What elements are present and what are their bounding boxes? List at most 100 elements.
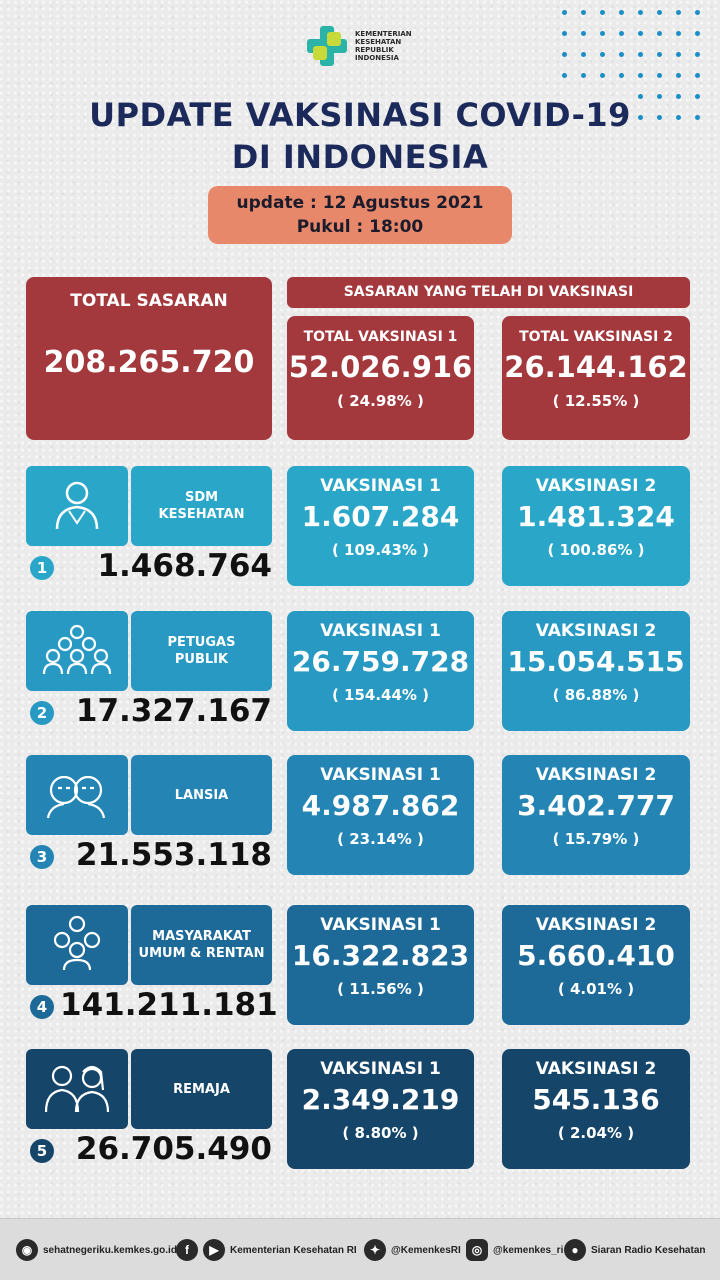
category-dose2-value: 545.136 (532, 1083, 660, 1116)
category-dose1-label: VAKSINASI 1 (320, 915, 441, 935)
update-date: update : 12 Agustus 2021 (236, 193, 484, 213)
category-label-line1: MASYARAKAT (152, 929, 251, 944)
category-dose2-card: VAKSINASI 2 3.402.777 ( 15.79% ) (502, 755, 690, 875)
decorative-dot (581, 10, 586, 15)
footer-radio[interactable]: ● Siaran Radio Kesehatan (564, 1239, 705, 1261)
instagram-icon: ◎ (466, 1239, 488, 1261)
category-label-line1: REMAJA (173, 1081, 230, 1097)
category-dose2-value: 5.660.410 (517, 939, 675, 972)
decorative-dot (600, 52, 605, 57)
total-dose2-pct: ( 12.55% ) (552, 392, 640, 410)
category-icon-box (26, 1049, 128, 1129)
decorative-dot (600, 73, 605, 78)
category-dose1-label: VAKSINASI 1 (320, 765, 441, 785)
category-icon (42, 1060, 112, 1118)
category-label-line2: KESEHATAN (158, 507, 245, 522)
globe-icon: ◉ (16, 1239, 38, 1261)
category-dose2-value: 3.402.777 (517, 789, 675, 822)
category-total: 21.553.118 (75, 837, 272, 873)
footer-website[interactable]: ◉ sehatnegeriku.kemkes.go.id (16, 1239, 177, 1261)
decorative-dot (676, 52, 681, 57)
category-number: 5 (30, 1139, 54, 1163)
category-dose1-pct: ( 154.44% ) (331, 686, 430, 704)
category-number: 2 (30, 701, 54, 725)
category-dose1-card: VAKSINASI 1 16.322.823 ( 11.56% ) (287, 905, 474, 1025)
kemenkes-logo: KEMENTERIAN KESEHATAN REPUBLIK INDONESIA (303, 22, 433, 72)
category-dose1-pct: ( 8.80% ) (342, 1124, 419, 1142)
total-dose1-card: TOTAL VAKSINASI 1 52.026.916 ( 24.98% ) (287, 316, 474, 440)
total-target-card: TOTAL SASARAN 208.265.720 (26, 277, 272, 440)
decorative-dot (600, 10, 605, 15)
category-dose1-value: 1.607.284 (301, 500, 460, 533)
decorative-dot (562, 31, 567, 36)
decorative-dot (638, 115, 643, 120)
category-dose2-card: VAKSINASI 2 15.054.515 ( 86.88% ) (502, 611, 690, 731)
category-dose2-pct: ( 2.04% ) (557, 1124, 635, 1142)
decorative-dot (695, 94, 700, 99)
decorative-dot (619, 31, 624, 36)
decorative-dot (581, 31, 586, 36)
total-dose2-value: 26.144.162 (504, 350, 688, 384)
total-dose1-value: 52.026.916 (288, 350, 473, 384)
category-dose2-label: VAKSINASI 2 (535, 476, 657, 496)
category-icon (40, 622, 114, 680)
footer: ◉ sehatnegeriku.kemkes.go.id f ▶ Kemente… (0, 1218, 720, 1280)
decorative-dot (695, 73, 700, 78)
footer-facebook-youtube[interactable]: f ▶ Kementerian Kesehatan RI (176, 1239, 357, 1261)
logo-text: KEMENTERIAN KESEHATAN REPUBLIK INDONESIA (355, 30, 412, 62)
decorative-dot (600, 31, 605, 36)
category-dose2-card: VAKSINASI 2 545.136 ( 2.04% ) (502, 1049, 690, 1169)
decorative-dot (562, 73, 567, 78)
decorative-dot (619, 10, 624, 15)
category-dose1-value: 2.349.219 (301, 1083, 460, 1116)
radio-icon: ● (564, 1239, 586, 1261)
category-dose1-pct: ( 23.14% ) (337, 830, 424, 848)
decorative-dot (638, 52, 643, 57)
category-dose2-label: VAKSINASI 2 (535, 915, 657, 935)
category-dose1-card: VAKSINASI 1 4.987.862 ( 23.14% ) (287, 755, 474, 875)
category-total: 141.211.181 (60, 987, 278, 1023)
category-icon-box (26, 755, 128, 835)
total-dose2-label: TOTAL VAKSINASI 2 (519, 329, 673, 345)
category-dose2-pct: ( 4.01% ) (557, 980, 635, 998)
total-target-label: TOTAL SASARAN (70, 291, 228, 311)
decorative-dot (657, 115, 662, 120)
category-label-line1: SDM (184, 490, 219, 505)
category-dose1-label: VAKSINASI 1 (320, 476, 441, 496)
category-dose2-label: VAKSINASI 2 (535, 1059, 657, 1079)
category-label-box: MASYARAKAT UMUM & RENTAN (131, 905, 272, 985)
category-number: 4 (30, 995, 54, 1019)
category-label-line1: PETUGAS (167, 635, 236, 650)
decorative-dot (657, 73, 662, 78)
decorative-dot (657, 94, 662, 99)
category-dose1-label: VAKSINASI 1 (320, 1059, 441, 1079)
total-dose2-card: TOTAL VAKSINASI 2 26.144.162 ( 12.55% ) (502, 316, 690, 440)
decorative-dot (695, 10, 700, 15)
decorative-dot (562, 52, 567, 57)
footer-twitter[interactable]: ✦ @KemenkesRI (364, 1239, 461, 1261)
category-label-box: LANSIA (131, 755, 272, 835)
twitter-icon: ✦ (364, 1239, 386, 1261)
decorative-dot (676, 31, 681, 36)
category-number: 3 (30, 845, 54, 869)
footer-instagram[interactable]: ◎ @kemenkes_ri (466, 1239, 563, 1261)
category-icon (47, 477, 107, 535)
category-label-box: REMAJA (131, 1049, 272, 1129)
category-icon-box (26, 611, 128, 691)
decorative-dot (619, 52, 624, 57)
category-icon (46, 914, 108, 976)
category-icon-box (26, 466, 128, 546)
category-dose2-pct: ( 100.86% ) (547, 541, 645, 559)
category-dose1-value: 26.759.728 (291, 645, 470, 678)
decorative-dot (676, 115, 681, 120)
decorative-dot (657, 31, 662, 36)
update-badge: update : 12 Agustus 2021 Pukul : 18:00 (208, 186, 512, 244)
decorative-dot (581, 73, 586, 78)
decorative-dot (638, 73, 643, 78)
category-dose2-card: VAKSINASI 2 5.660.410 ( 4.01% ) (502, 905, 690, 1025)
decorative-dot (638, 94, 643, 99)
decorative-dot (695, 31, 700, 36)
decorative-dot (695, 52, 700, 57)
decorative-dot (676, 10, 681, 15)
decorative-dots (562, 10, 712, 140)
